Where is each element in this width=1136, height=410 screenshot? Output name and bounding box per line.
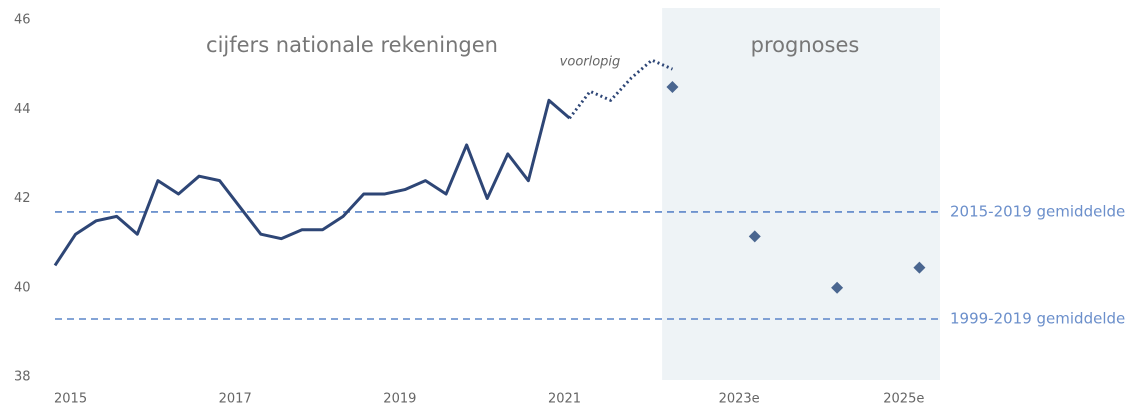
- x-tick-label: 2017: [219, 392, 252, 407]
- x-tick-label: 2021: [548, 392, 581, 407]
- x-tick-label: 2023e: [719, 392, 760, 407]
- forecast-shade: [662, 8, 940, 380]
- data-line: [53, 98, 571, 267]
- x-tick-label: 2015: [54, 392, 87, 407]
- reference-label: 2015-2019 gemiddelde: [950, 202, 1125, 220]
- annotation: prognoses: [751, 33, 860, 57]
- reference-label: 1999-2019 gemiddelde: [950, 309, 1125, 327]
- forecast-marker: [831, 281, 844, 294]
- y-tick-label: 46: [14, 13, 31, 28]
- y-tick-label: 44: [14, 102, 31, 117]
- preliminary-line: [568, 58, 674, 120]
- y-tick-label: 40: [14, 280, 31, 295]
- x-tick-label: 2019: [383, 392, 416, 407]
- annotation: cijfers nationale rekeningen: [206, 33, 498, 57]
- y-tick-label: 38: [14, 370, 31, 385]
- y-tick-label: 42: [14, 191, 31, 206]
- x-tick-label: 2025e: [883, 392, 924, 407]
- forecast-marker: [748, 230, 761, 243]
- annotation: voorlopig: [560, 55, 621, 70]
- forecast-marker: [913, 261, 926, 274]
- forecast-marker: [666, 80, 679, 93]
